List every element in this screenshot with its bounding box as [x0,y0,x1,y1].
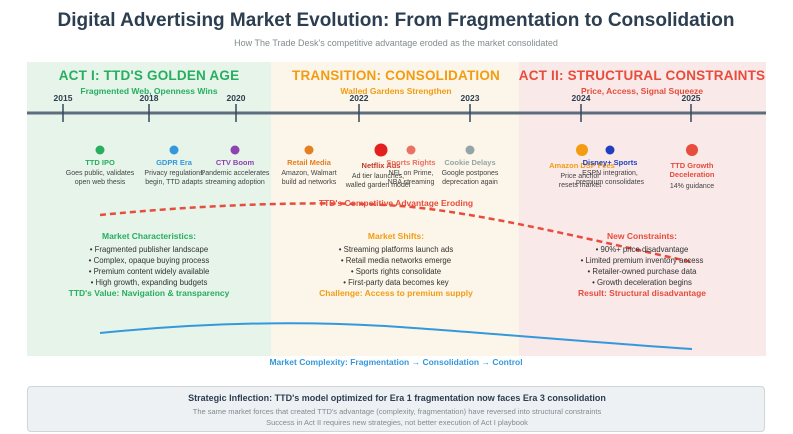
advantage-eroding-curve [99,202,693,264]
section-bullet: • Growth deceleration begins [592,278,692,287]
year-label: 2020 [226,93,246,103]
section-bullet: • Retailer-owned purchase data [587,267,697,276]
event-label: Amazon DSP Fees [549,161,615,170]
event-label: Retail Media [287,158,331,167]
year-label: 2018 [139,93,159,103]
event-description: Google postpones deprecation again [441,170,499,186]
event-dot-cookie [465,145,475,155]
section-bullet: • Streaming platforms launch ads [338,245,454,254]
transition-subtitle: Walled Gardens Strengthen [340,86,452,96]
event-description: Price anchor resets market [558,173,602,189]
event-dot-retail-media [304,145,314,155]
event-description: Goes public, validates open web thesis [65,170,135,186]
event-dot-sports-rights [406,145,416,155]
event-label: Netflix Ads [361,161,401,170]
page-title: Digital Advertising Market Evolution: Fr… [57,10,735,31]
section-title: Market Shifts: [367,231,425,241]
advantage-eroding-label: TTD's Competitive Advantage Eroding [318,198,474,208]
event-label: Disney+ Sports [582,158,638,167]
event-description: Amazon, Walmart build ad networks [281,170,337,186]
year-label: 2025 [681,93,701,103]
event-label: Sports Rights [386,158,436,167]
act1-title: ACT I: TTD'S GOLDEN AGE [58,68,240,83]
event-dot-disney [605,145,615,155]
strategic-line: Success in Act II requires new strategie… [266,418,528,427]
event-description: NFL on Prime, NBA streaming [387,170,435,186]
section-title: Market Characteristics: [101,231,197,241]
section-bullet: • First-party data becomes key [343,278,449,287]
market-complexity-label: Market Complexity: Fragmentation → Conso… [269,357,523,367]
market-complexity-curve [99,322,693,350]
act2-panel [519,62,766,356]
year-label: 2024 [571,93,591,103]
event-description: 14% guidance [669,183,715,190]
transition-panel [271,62,519,356]
event-dot-ttd-growth [686,144,698,156]
section-bullet: • Fragmented publisher landscape [89,245,209,254]
transition-title: TRANSITION: CONSOLIDATION [292,68,500,83]
event-dot-amazon [576,144,588,156]
event-label: CTV Boom [215,158,255,167]
event-description: Pandemic accelerates streaming adoption [200,170,270,186]
section-footer: Challenge: Access to premium supply [319,288,473,298]
section-bullet: • 90%+ price disadvantage [595,245,689,254]
act2-title: ACT II: STRUCTURAL CONSTRAINTS [518,68,766,83]
event-label: Cookie Delays [444,158,496,167]
section-footer: Result: Structural disadvantage [577,288,707,298]
act1-section: Market Characteristics: • Fragmented pub… [69,231,230,298]
event-description: Ad tier launches, walled garden model [345,173,411,189]
strategic-line: The same market forces that created TTD'… [192,407,602,416]
strategic-title: Strategic Inflection: TTD's model optimi… [188,393,606,403]
year-label: 2023 [460,93,480,103]
event-dot-netflix [374,143,388,157]
page-subtitle: How The Trade Desk's competitive advanta… [234,38,558,48]
event-description: ESPN integration, premium consolidates [575,170,645,186]
year-label: 2022 [349,93,369,103]
act1-subtitle: Fragmented Web, Openness Wins [80,86,218,96]
act2-subtitle: Price, Access, Signal Squeeze [580,86,704,96]
year-label: 2015 [53,93,73,103]
event-dot-gdpr [169,145,179,155]
event-label: TTD Growth Deceleration [669,161,715,179]
event-dot-ctv [230,145,240,155]
act2-section: New Constraints: • 90%+ price disadvanta… [578,231,706,298]
event-label: GDPR Era [156,158,192,167]
section-title: New Constraints: [607,231,677,241]
section-bullet: • High growth, expanding budgets [90,278,208,287]
section-bullet: • Sports rights consolidate [350,267,442,276]
section-bullet: • Limited premium inventory access [580,256,704,265]
transition-section: Market Shifts: • Streaming platforms lau… [319,231,473,298]
section-bullet: • Premium content widely available [88,267,210,276]
event-label: TTD IPO [85,158,115,167]
event-dot-ttd-ipo [95,145,105,155]
section-bullet: • Retail media networks emerge [340,256,452,265]
section-footer: TTD's Value: Navigation & transparency [68,288,230,298]
section-bullet: • Complex, opaque buying process [88,256,210,265]
strategic-inflection-box: Strategic Inflection: TTD's model optimi… [27,386,765,432]
event-description: Privacy regulations begin, TTD adapts [144,170,204,186]
